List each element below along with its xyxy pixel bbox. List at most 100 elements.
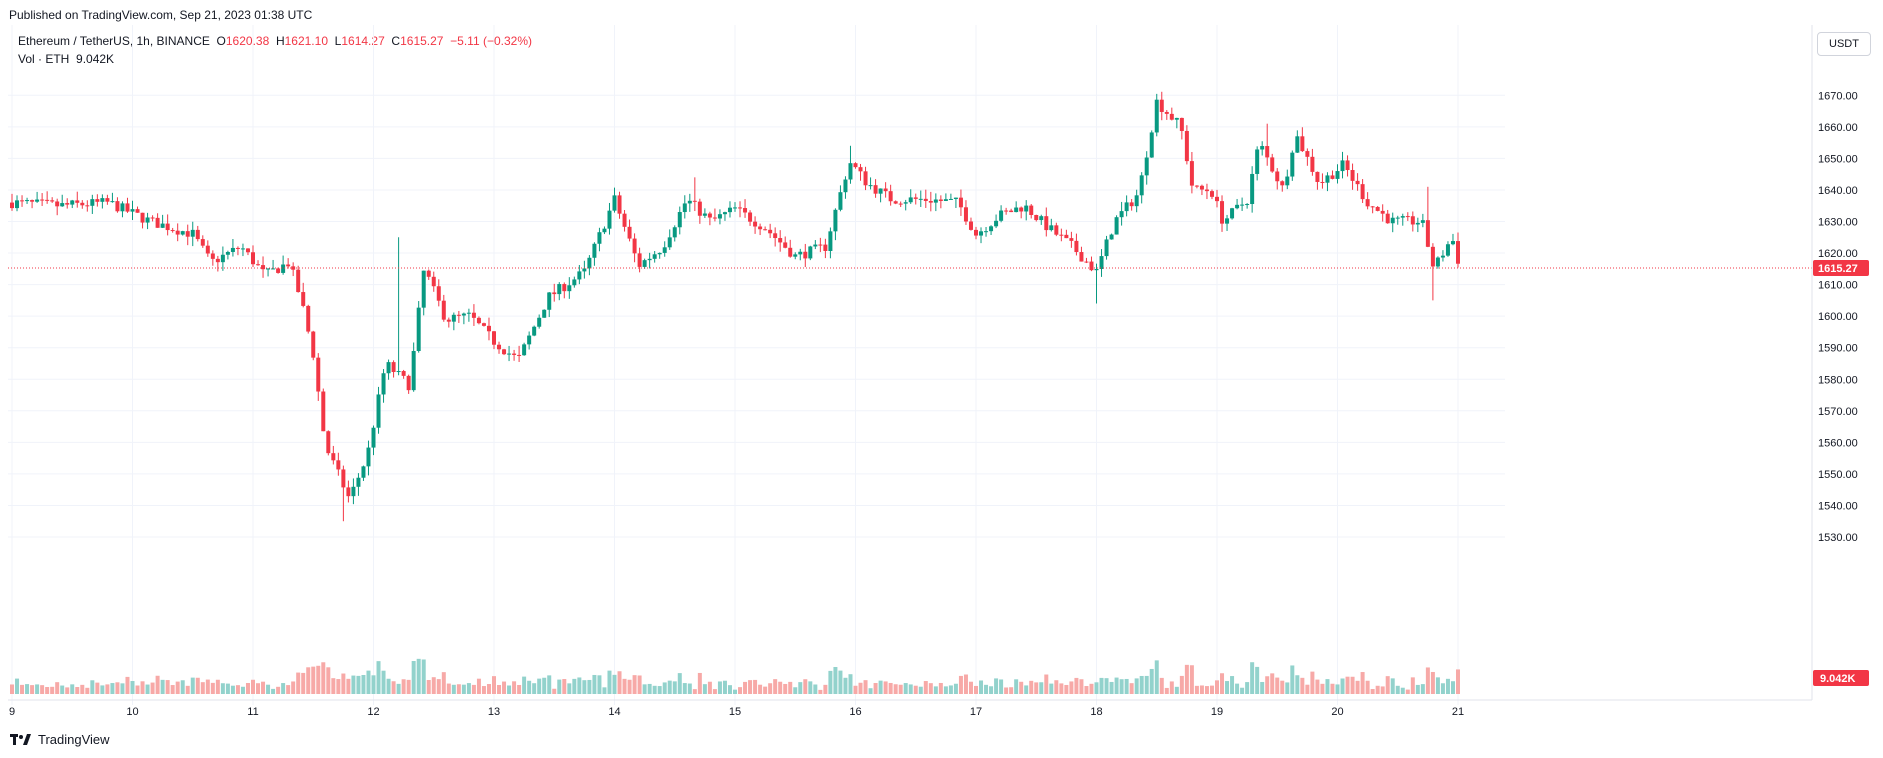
volume-bar bbox=[10, 684, 14, 694]
price-tick-label: 1660.00 bbox=[1818, 122, 1858, 134]
candle-body bbox=[371, 427, 376, 448]
candle-body bbox=[898, 203, 903, 205]
candle-body bbox=[431, 276, 436, 287]
volume-bar bbox=[1325, 679, 1330, 694]
candle-body bbox=[838, 192, 843, 210]
volume-bar bbox=[476, 678, 481, 694]
volume-bar bbox=[1134, 678, 1139, 694]
candle-body bbox=[808, 246, 813, 259]
volume-bar bbox=[943, 686, 948, 694]
volume-bar bbox=[722, 680, 727, 694]
volume-bar bbox=[657, 686, 662, 694]
volume-bar bbox=[1335, 684, 1340, 694]
time-tick-label: 11 bbox=[247, 706, 258, 718]
candle-body bbox=[461, 313, 466, 316]
volume-bar bbox=[1220, 673, 1225, 694]
candle-body bbox=[1280, 181, 1285, 186]
volume-bar bbox=[1355, 680, 1360, 694]
volume-bar bbox=[517, 684, 522, 694]
volume-bar bbox=[436, 679, 441, 694]
volume-bar bbox=[1345, 676, 1350, 694]
volume-bar bbox=[1074, 677, 1079, 694]
volume-bar bbox=[557, 679, 562, 694]
volume-bar bbox=[1129, 683, 1134, 694]
candle-body bbox=[446, 319, 451, 322]
volume-bar bbox=[45, 687, 50, 694]
volume-bar bbox=[446, 683, 451, 694]
candle-body bbox=[552, 292, 557, 295]
candle-body bbox=[1290, 152, 1295, 177]
volume-bar bbox=[1014, 679, 1019, 694]
time-axis[interactable]: 9 10 11 12 13 14 15 16 17 18 19 20 21 bbox=[8, 699, 1812, 718]
candle-body bbox=[416, 307, 421, 352]
candle-body bbox=[883, 188, 888, 192]
candle-body bbox=[813, 244, 818, 247]
volume-bar bbox=[843, 677, 848, 694]
volume-bar bbox=[507, 685, 512, 694]
volume-bar bbox=[266, 684, 271, 694]
volume-bar bbox=[522, 676, 527, 694]
candle-body bbox=[381, 373, 386, 395]
candle-body bbox=[1335, 171, 1340, 179]
price-tick-label: 1590.00 bbox=[1818, 343, 1858, 355]
candle-body bbox=[863, 171, 868, 186]
candle-body bbox=[1109, 234, 1114, 240]
volume-bar bbox=[391, 681, 396, 694]
volume-bar bbox=[1184, 664, 1189, 694]
candle-body bbox=[1159, 99, 1164, 112]
candle-body bbox=[562, 284, 567, 292]
candle-body bbox=[55, 201, 60, 207]
candle-body bbox=[1029, 205, 1034, 215]
price-axis[interactable]: 1530.00 1540.00 1550.00 1560.00 1570.00 1580.… bbox=[1811, 25, 1858, 700]
volume-bar bbox=[642, 684, 647, 694]
candle-body bbox=[1440, 255, 1445, 258]
volume-bar bbox=[727, 685, 732, 694]
candle-body bbox=[376, 394, 381, 428]
volume-bar bbox=[1450, 681, 1455, 694]
volume-bar bbox=[1079, 679, 1084, 694]
volume-bar bbox=[968, 681, 973, 694]
volume-bar bbox=[813, 684, 818, 694]
candle-body bbox=[20, 200, 25, 202]
candle-body bbox=[1199, 185, 1204, 190]
volume-bar bbox=[1029, 680, 1034, 694]
candle-body bbox=[441, 300, 446, 320]
candle-body bbox=[1179, 117, 1184, 131]
candle-body bbox=[180, 231, 185, 235]
volume-bar bbox=[256, 683, 261, 694]
volume-bar bbox=[346, 678, 351, 694]
volume-bar bbox=[597, 675, 602, 694]
volume-bar bbox=[1054, 680, 1059, 694]
volume-bar bbox=[185, 685, 190, 694]
volume-bar bbox=[1149, 668, 1154, 694]
volume-bar bbox=[1250, 662, 1255, 694]
volume-bar bbox=[1290, 665, 1295, 694]
candle-body bbox=[45, 199, 50, 201]
volume-bar bbox=[1305, 684, 1310, 694]
tradingview-logo: TradingView bbox=[10, 732, 110, 747]
currency-button[interactable]: USDT bbox=[1817, 32, 1871, 56]
volume-bar bbox=[1189, 665, 1194, 694]
volume-bar bbox=[567, 683, 572, 694]
volume-bar bbox=[1445, 678, 1450, 694]
candle-body bbox=[391, 362, 396, 372]
candle-body bbox=[230, 247, 235, 252]
volume-bar bbox=[175, 681, 180, 694]
volume-bar bbox=[748, 680, 753, 694]
candle-body bbox=[903, 202, 908, 204]
volume-bar bbox=[1144, 675, 1149, 694]
volume-bar bbox=[376, 661, 381, 694]
volume-bar bbox=[361, 675, 366, 694]
volume-bar bbox=[165, 680, 170, 694]
candle-body bbox=[85, 205, 90, 207]
candle-body bbox=[1119, 211, 1124, 218]
candle-body bbox=[235, 247, 240, 249]
candle-body bbox=[256, 264, 261, 266]
volume-bar bbox=[1159, 677, 1164, 694]
candle-body bbox=[727, 207, 732, 213]
price-tick-label: 1560.00 bbox=[1818, 437, 1858, 449]
candle-body bbox=[858, 167, 863, 172]
candle-body bbox=[135, 209, 140, 213]
candle-body bbox=[999, 210, 1004, 221]
